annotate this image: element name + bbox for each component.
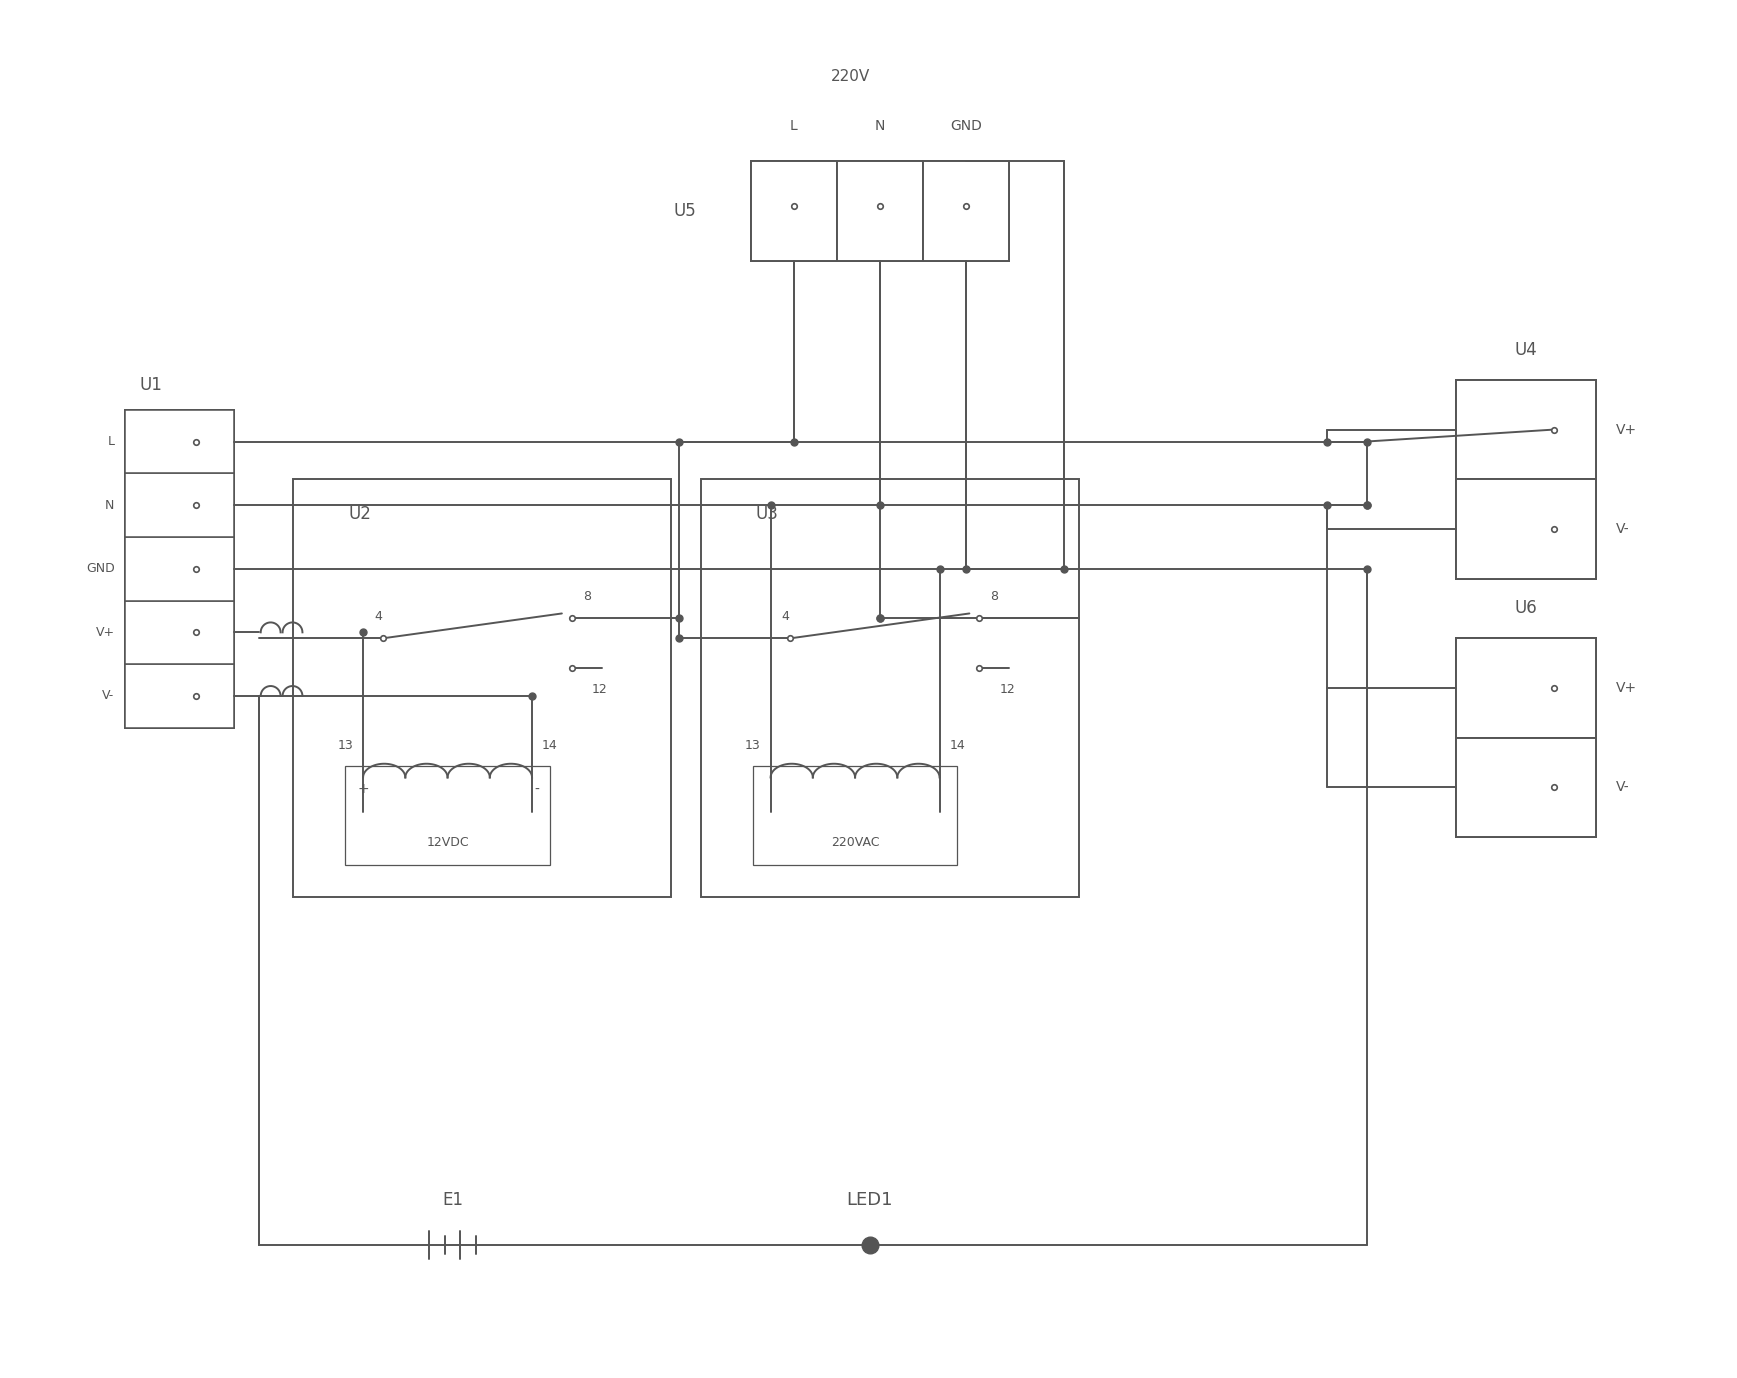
- Bar: [294, 480, 670, 897]
- Bar: [1456, 380, 1596, 480]
- Text: V+: V+: [1615, 681, 1636, 695]
- Bar: [1456, 380, 1596, 579]
- Text: V-: V-: [1615, 522, 1629, 536]
- Text: 12: 12: [999, 683, 1014, 696]
- Text: 4: 4: [373, 610, 382, 623]
- Text: +: +: [358, 783, 368, 796]
- Text: E1: E1: [441, 1191, 464, 1209]
- Bar: [125, 409, 234, 473]
- Text: U1: U1: [139, 376, 162, 394]
- Bar: [125, 601, 234, 664]
- Text: 14: 14: [542, 739, 558, 752]
- Bar: [125, 473, 234, 537]
- Text: 14: 14: [950, 739, 966, 752]
- Bar: [752, 766, 957, 865]
- Bar: [1456, 737, 1596, 836]
- Bar: [1456, 638, 1596, 737]
- Text: 4: 4: [782, 610, 789, 623]
- Bar: [922, 161, 1009, 260]
- Text: U4: U4: [1515, 342, 1537, 360]
- Text: 220VAC: 220VAC: [830, 835, 879, 849]
- Bar: [702, 480, 1079, 897]
- Text: -: -: [535, 783, 540, 796]
- Text: N: N: [106, 499, 115, 511]
- Bar: [125, 537, 234, 601]
- Text: V-: V-: [1615, 780, 1629, 794]
- Bar: [125, 409, 234, 728]
- Text: V-: V-: [102, 689, 115, 703]
- Text: 13: 13: [337, 739, 353, 752]
- Bar: [750, 161, 837, 260]
- Text: U5: U5: [674, 203, 697, 220]
- Text: L: L: [108, 435, 115, 448]
- Bar: [1456, 480, 1596, 579]
- Text: L: L: [790, 120, 797, 134]
- Bar: [125, 664, 234, 728]
- Text: 12: 12: [592, 683, 608, 696]
- Text: V+: V+: [96, 626, 115, 639]
- Bar: [837, 161, 922, 260]
- Text: N: N: [875, 120, 886, 134]
- Text: U3: U3: [756, 506, 778, 524]
- Bar: [1456, 638, 1596, 836]
- Text: U2: U2: [347, 506, 372, 524]
- Text: LED1: LED1: [846, 1191, 893, 1209]
- Text: 8: 8: [582, 590, 591, 604]
- Text: GND: GND: [85, 562, 115, 575]
- Text: 12VDC: 12VDC: [426, 835, 469, 849]
- Text: 8: 8: [990, 590, 999, 604]
- Text: U6: U6: [1515, 599, 1537, 617]
- Bar: [346, 766, 551, 865]
- Text: 220V: 220V: [830, 69, 870, 84]
- Text: V+: V+: [1615, 423, 1636, 437]
- Text: 13: 13: [745, 739, 761, 752]
- Text: GND: GND: [950, 120, 981, 134]
- Bar: [750, 161, 1009, 260]
